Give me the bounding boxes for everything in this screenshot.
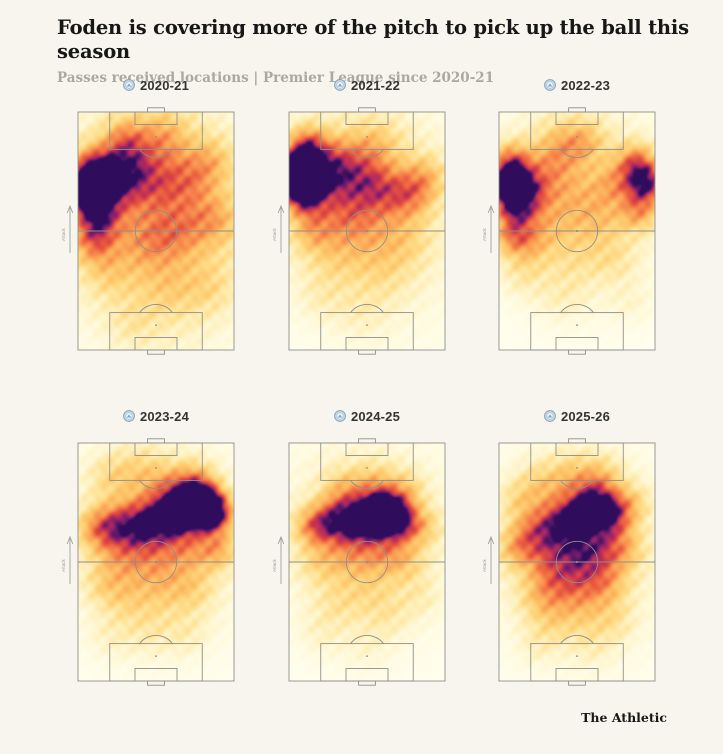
pitch-markings <box>288 107 446 355</box>
season-label: 2022-23 <box>560 77 611 93</box>
pitch: Attack <box>61 438 235 686</box>
season-label: 2024-25 <box>350 408 401 424</box>
attack-direction-label: Attack <box>61 228 66 241</box>
attack-direction-label: Attack <box>482 228 487 241</box>
season-label: 2020-21 <box>139 77 190 93</box>
attack-direction-label: Attack <box>61 559 66 572</box>
panel-label: 2022-23 <box>498 76 656 94</box>
season-label: 2025-26 <box>560 408 611 424</box>
pitch: Attack <box>272 107 446 355</box>
season-panel: 2021-22 Attack <box>272 76 446 355</box>
season-panel: 2022-23 Attack <box>482 76 656 355</box>
manchester-city-badge-icon <box>544 410 556 422</box>
pitch: Attack <box>482 107 656 355</box>
season-panel: 2024-25 Attack <box>272 407 446 686</box>
manchester-city-badge-icon <box>123 79 135 91</box>
pitch-markings <box>498 438 656 686</box>
attack-direction-arrow: Attack <box>272 204 285 253</box>
panel-label: 2024-25 <box>288 407 446 425</box>
chart-title: Foden is covering more of the pitch to p… <box>57 16 689 64</box>
attack-direction-arrow: Attack <box>272 535 285 584</box>
season-label: 2023-24 <box>139 408 190 424</box>
pitch: Attack <box>482 438 656 686</box>
panel-label: 2021-22 <box>288 76 446 94</box>
attack-direction-arrow: Attack <box>482 204 495 253</box>
panel-label: 2025-26 <box>498 407 656 425</box>
season-panel: 2025-26 Attack <box>482 407 656 686</box>
attack-direction-label: Attack <box>272 559 277 572</box>
season-panel: 2023-24 Attack <box>61 407 235 686</box>
manchester-city-badge-icon <box>334 410 346 422</box>
manchester-city-badge-icon <box>123 410 135 422</box>
panel-label: 2023-24 <box>77 407 235 425</box>
pitch-markings <box>288 438 446 686</box>
season-panel: 2020-21 Attack <box>61 76 235 355</box>
manchester-city-badge-icon <box>544 79 556 91</box>
attack-direction-arrow: Attack <box>61 204 74 253</box>
pitch: Attack <box>61 107 235 355</box>
attack-direction-arrow: Attack <box>482 535 495 584</box>
season-label: 2021-22 <box>350 77 401 93</box>
footer: The Athletic <box>0 709 667 727</box>
attack-direction-label: Attack <box>272 228 277 241</box>
attack-direction-label: Attack <box>482 559 487 572</box>
pitch-markings <box>77 107 235 355</box>
pitch-markings <box>77 438 235 686</box>
attack-direction-arrow: Attack <box>61 535 74 584</box>
pitch: Attack <box>272 438 446 686</box>
pitch-markings <box>498 107 656 355</box>
brand-wordmark: The Athletic <box>581 710 667 725</box>
chart-subtitle: Passes received locations | Premier Leag… <box>57 69 495 86</box>
header: Foden is covering more of the pitch to p… <box>57 16 697 86</box>
manchester-city-badge-icon <box>334 79 346 91</box>
panel-label: 2020-21 <box>77 76 235 94</box>
